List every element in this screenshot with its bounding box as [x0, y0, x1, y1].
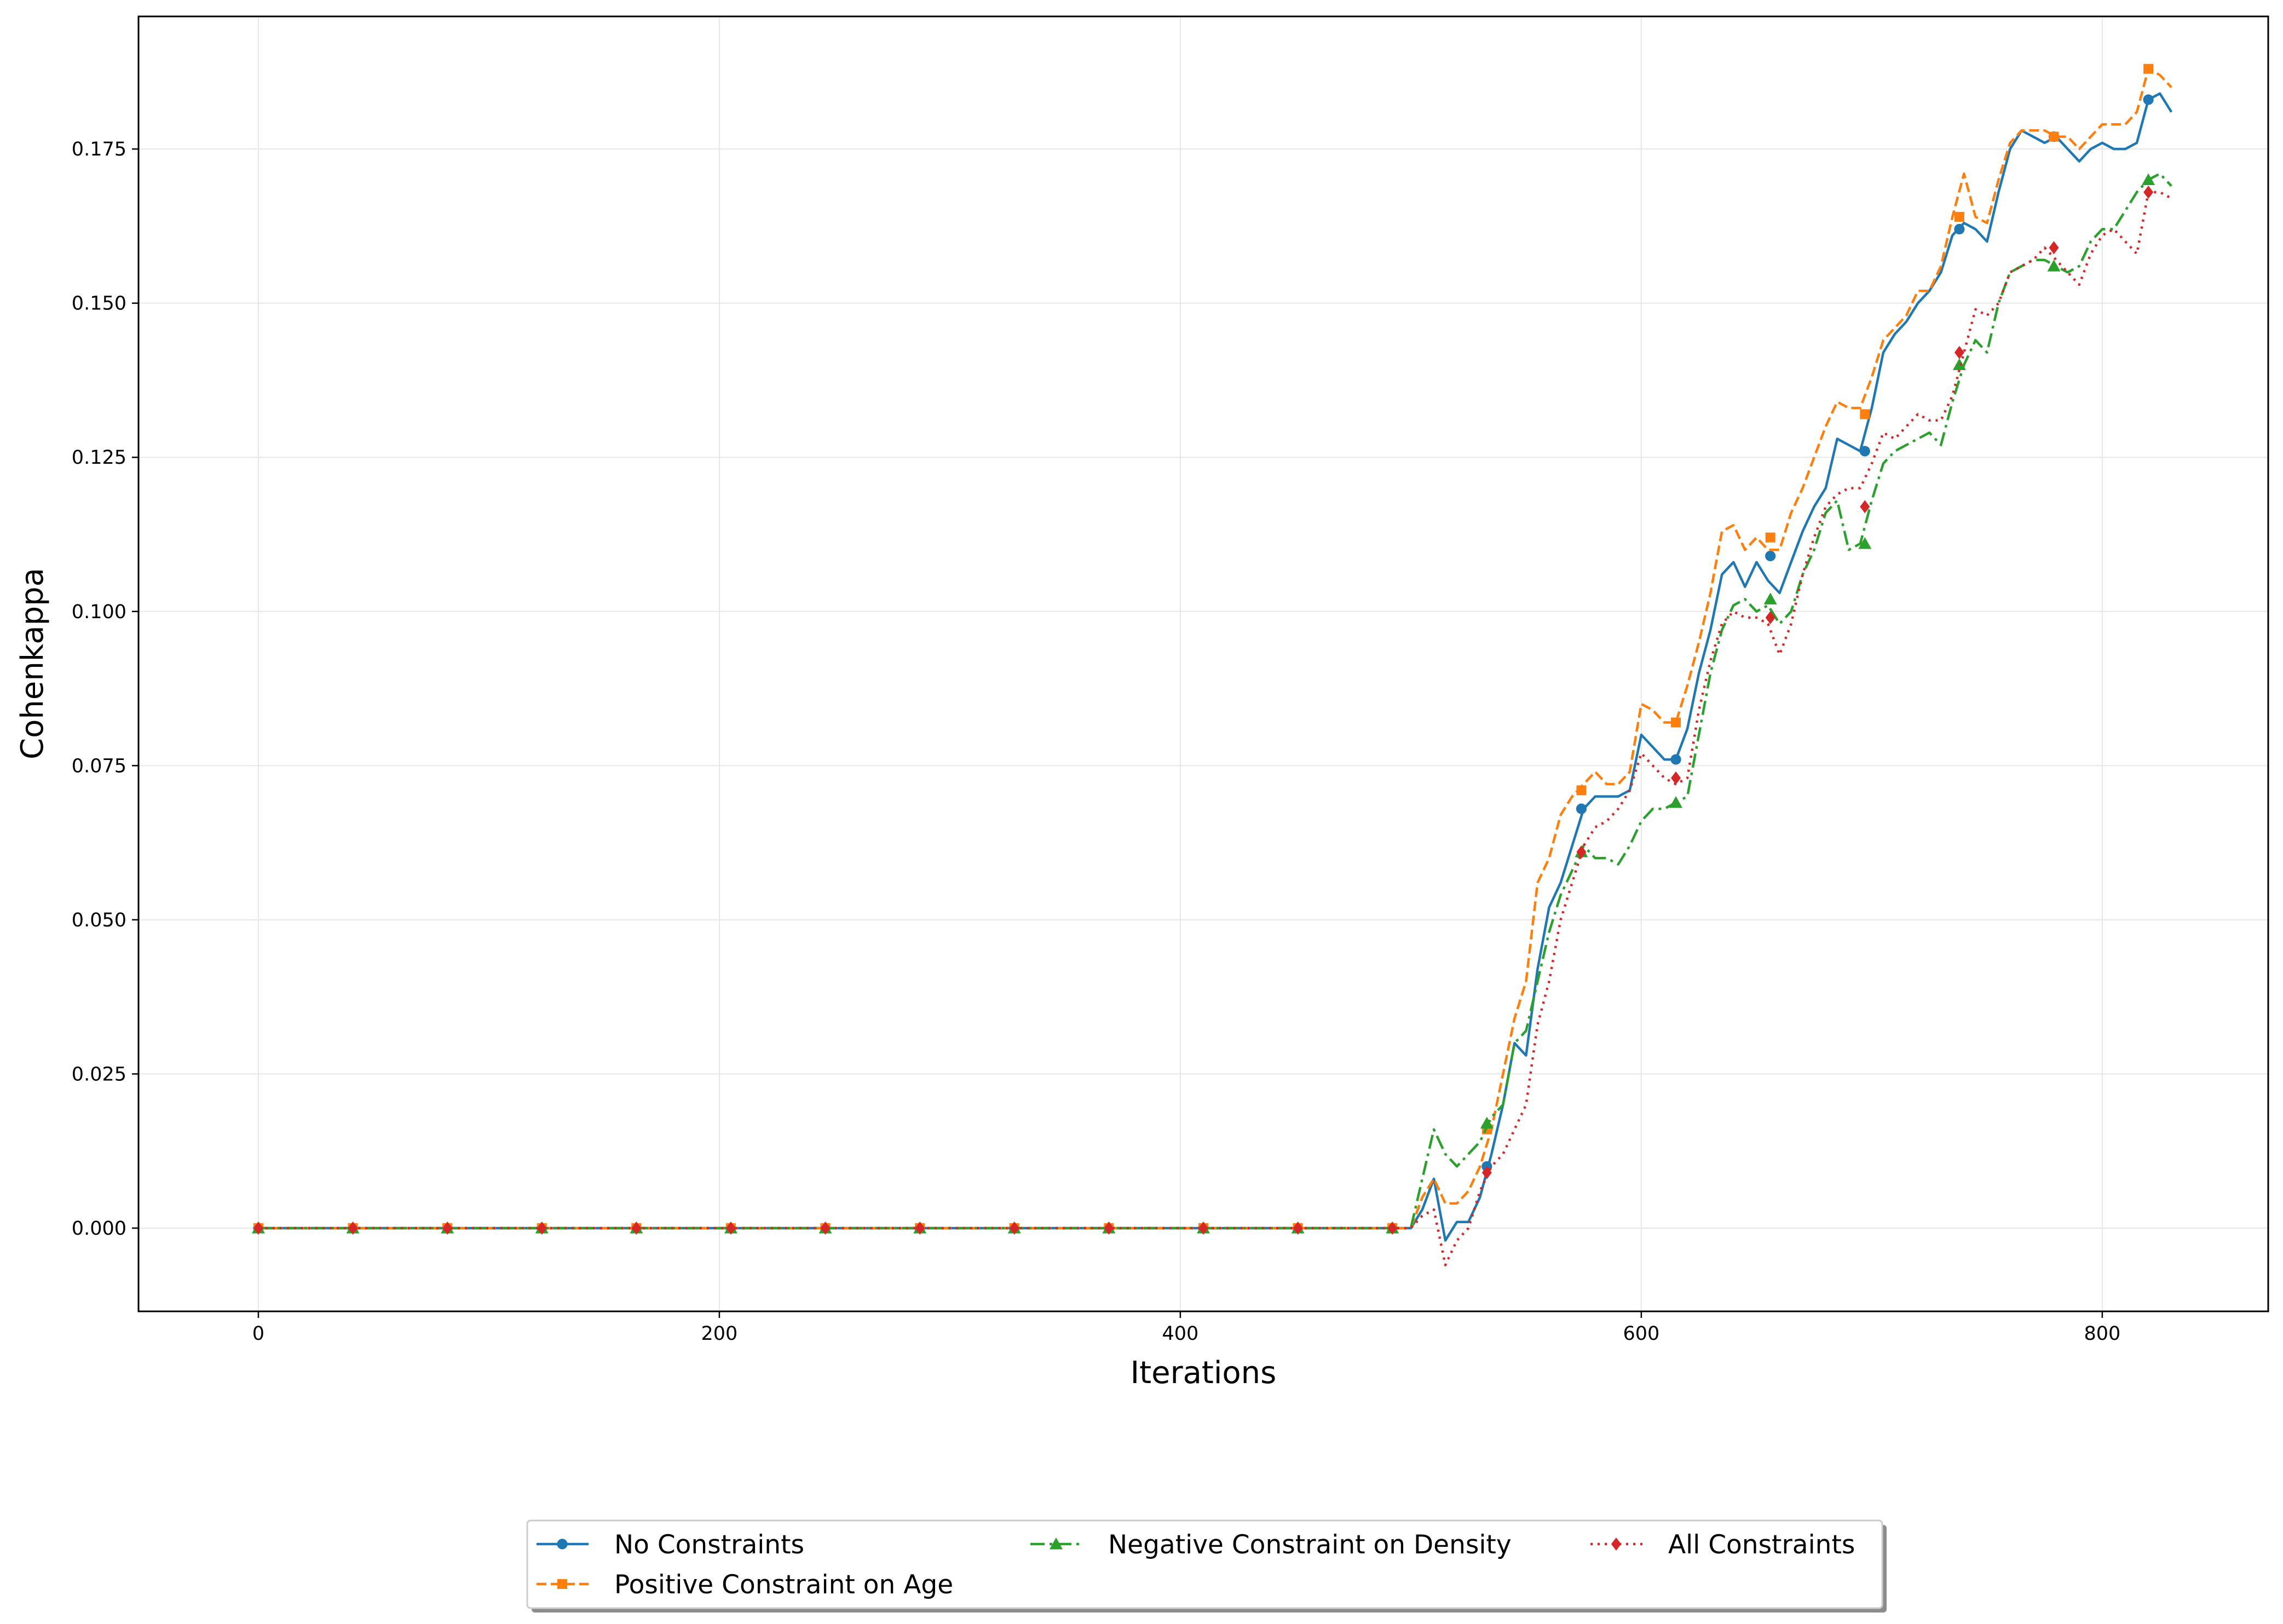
series-marker	[2049, 131, 2059, 142]
x-tick-label: 400	[1162, 1323, 1198, 1345]
x-tick-label: 600	[1623, 1323, 1659, 1345]
y-tick-label: 0.050	[72, 909, 126, 931]
y-tick-label: 0.100	[72, 601, 126, 623]
series-marker	[1481, 1166, 1492, 1179]
series-marker	[915, 1221, 925, 1235]
legend-label: Positive Constraint on Age	[614, 1570, 953, 1600]
series-line	[258, 67, 2172, 1230]
series-marker	[1763, 592, 1777, 604]
legend-box	[526, 1519, 1883, 1609]
series-marker	[1859, 446, 1870, 457]
series-marker	[2143, 64, 2154, 74]
x-tick-label: 800	[2084, 1323, 2120, 1345]
series-marker	[442, 1221, 453, 1235]
y-tick-label: 0.175	[72, 139, 126, 160]
y-tick-label: 0.150	[72, 293, 126, 315]
series-marker	[2142, 173, 2155, 186]
series-marker	[631, 1221, 642, 1235]
legend-item-1: No Constraints	[537, 1530, 804, 1560]
x-tick-label: 200	[701, 1323, 738, 1345]
x-axis-title: Iterations	[1131, 1355, 1277, 1391]
series-4	[253, 185, 2172, 1266]
series-marker	[348, 1221, 358, 1235]
series-line	[258, 92, 2173, 1242]
series-marker	[1765, 550, 1776, 562]
series-marker	[1671, 717, 1681, 728]
legend-item-3: Negative Constraint on Density	[1030, 1530, 1512, 1560]
series-marker	[1009, 1221, 1019, 1235]
series-marker	[725, 1221, 736, 1235]
series-marker	[1387, 1221, 1398, 1235]
legend-item-2: Positive Constraint on Age	[537, 1570, 953, 1600]
series-marker	[1611, 1537, 1621, 1551]
series-marker	[2047, 260, 2061, 272]
series-marker	[1860, 500, 1870, 514]
series-marker	[820, 1221, 831, 1235]
series-marker	[537, 1221, 547, 1235]
series-marker	[1765, 532, 1775, 543]
series-line	[258, 172, 2172, 1230]
y-tick-label: 0.025	[72, 1063, 126, 1085]
series-marker	[1954, 223, 1965, 235]
legend: No Constraints Positive Constraint on Age…	[526, 1519, 1887, 1613]
series-marker	[1671, 771, 1681, 785]
plot-frame	[137, 15, 2269, 1312]
series-marker	[1198, 1221, 1208, 1235]
series-marker	[1860, 409, 1870, 419]
series-marker	[1480, 1116, 1494, 1129]
series-marker	[1952, 358, 1966, 370]
axis-ticks: 0 200 400 600 800 0.000 0.025 0.050 0.075 0.100 0.…	[72, 139, 2120, 1345]
series-marker	[2143, 185, 2154, 199]
series-marker	[1293, 1221, 1303, 1235]
series-marker	[1576, 845, 1587, 859]
y-tick-label: 0.125	[72, 447, 126, 469]
legend-label: No Constraints	[614, 1530, 804, 1560]
series-marker	[1858, 537, 1872, 549]
series-marker	[1954, 212, 1964, 222]
series-marker	[2143, 94, 2154, 105]
series-marker	[1576, 785, 1587, 796]
series-marker	[1104, 1221, 1114, 1235]
legend-items: No Constraints Positive Constraint on Age…	[537, 1530, 1855, 1600]
series-marker	[1050, 1537, 1063, 1550]
y-tick-label: 0.000	[72, 1218, 126, 1240]
series-marker	[1954, 345, 1964, 359]
series-marker	[1669, 796, 1683, 808]
series-marker	[1670, 754, 1681, 765]
series-marker	[253, 1221, 263, 1235]
legend-label: Negative Constraint on Density	[1108, 1530, 1512, 1560]
series-marker	[2049, 241, 2059, 255]
series-marker	[1576, 803, 1587, 814]
legend-label: All Constraints	[1668, 1530, 1855, 1560]
series-marker	[557, 1539, 568, 1550]
series-marker	[557, 1579, 567, 1589]
grid	[139, 16, 2268, 1311]
y-tick-label: 0.075	[72, 755, 126, 777]
x-tick-label: 0	[252, 1323, 264, 1345]
legend-item-4: All Constraints	[1590, 1530, 1855, 1560]
y-axis-title: Cohenkappa	[15, 568, 50, 759]
series-layer	[251, 64, 2173, 1266]
series-marker	[1765, 611, 1775, 625]
